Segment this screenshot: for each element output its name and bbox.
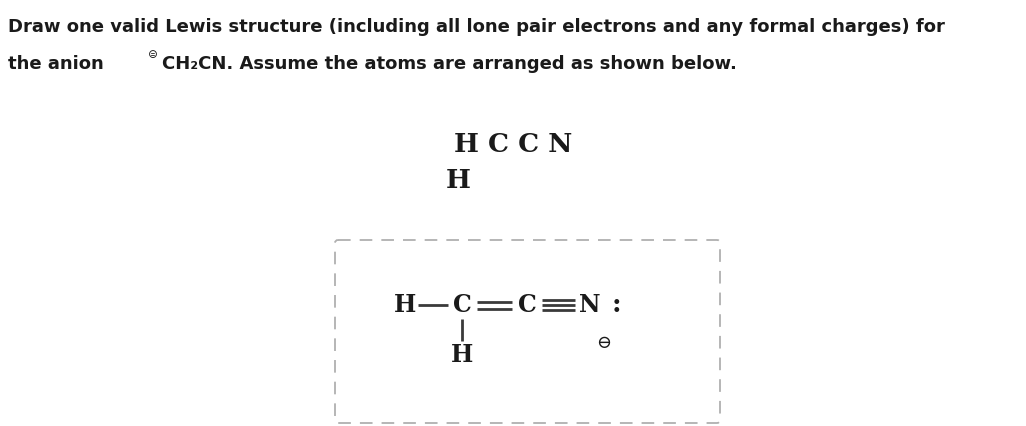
- Text: H: H: [450, 343, 473, 367]
- Text: H: H: [394, 293, 417, 317]
- Text: H C C N: H C C N: [453, 132, 573, 157]
- Text: Draw one valid Lewis structure (including all lone pair electrons and any formal: Draw one valid Lewis structure (includin…: [8, 18, 945, 36]
- Text: ⊜: ⊜: [148, 48, 158, 61]
- Text: :: :: [611, 293, 622, 317]
- Text: C: C: [518, 293, 537, 317]
- Text: the anion: the anion: [8, 55, 104, 73]
- Text: ⊖: ⊖: [596, 334, 611, 352]
- Text: C: C: [452, 293, 471, 317]
- Text: N: N: [580, 293, 601, 317]
- Text: CH₂CN. Assume the atoms are arranged as shown below.: CH₂CN. Assume the atoms are arranged as …: [162, 55, 737, 73]
- Text: H: H: [445, 168, 471, 193]
